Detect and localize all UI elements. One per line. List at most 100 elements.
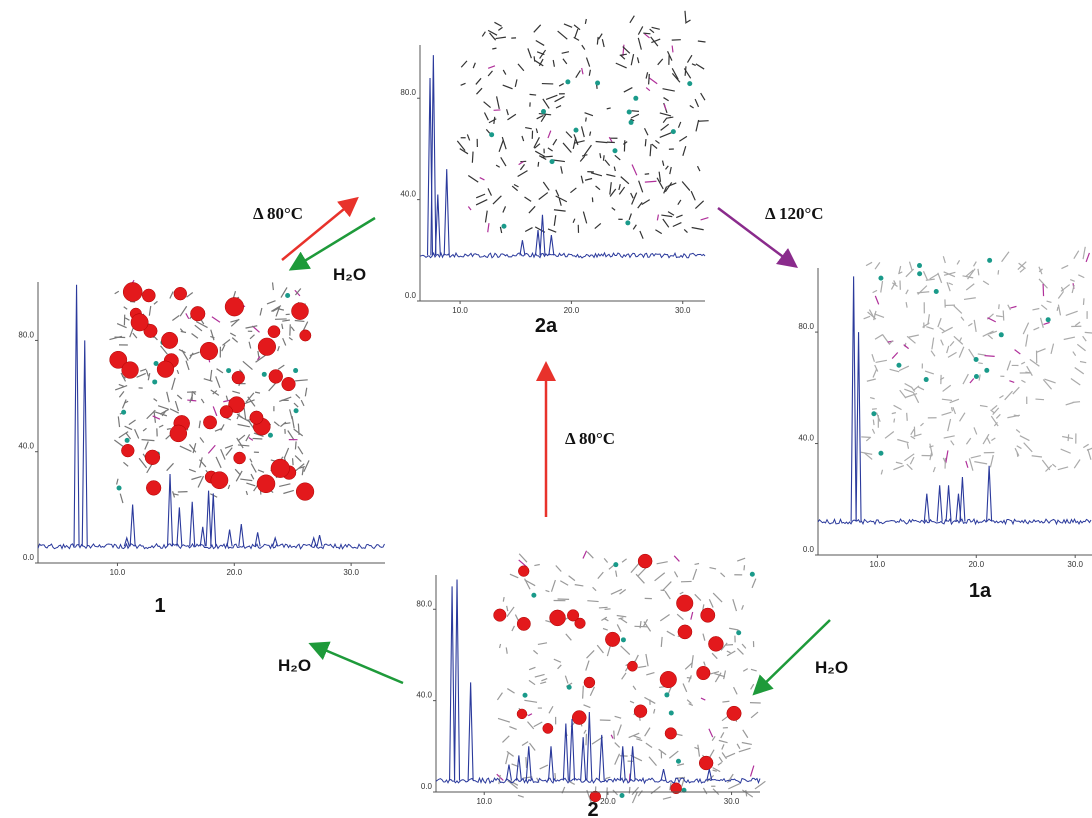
bond — [468, 207, 471, 210]
bond — [177, 370, 178, 374]
oxygen — [200, 342, 218, 360]
bond — [1021, 380, 1025, 382]
bond — [524, 197, 531, 201]
bond — [530, 94, 537, 95]
bond — [221, 449, 225, 459]
oxygen — [494, 609, 507, 622]
bond — [1027, 366, 1033, 375]
bond — [873, 290, 877, 292]
oxygen — [211, 472, 228, 489]
bond — [1088, 449, 1091, 460]
peak — [450, 586, 455, 780]
peak — [200, 527, 205, 546]
atom — [917, 263, 922, 268]
bond — [991, 438, 995, 441]
atom — [896, 363, 901, 368]
bond — [221, 424, 224, 430]
oxygen — [146, 481, 161, 496]
bond — [256, 355, 266, 362]
bond — [689, 675, 692, 682]
bond — [978, 269, 979, 275]
bond — [949, 283, 953, 285]
peak — [620, 746, 625, 780]
bond — [1058, 305, 1060, 316]
bond — [522, 136, 524, 141]
atom — [541, 109, 546, 114]
bond — [974, 462, 987, 464]
oxygen — [145, 450, 160, 465]
crystal-structure — [457, 11, 708, 239]
atom — [974, 357, 979, 362]
bond — [721, 732, 724, 738]
bond — [645, 139, 646, 146]
bond — [873, 369, 876, 377]
bond — [293, 458, 294, 465]
bond — [273, 282, 274, 290]
bond — [586, 661, 589, 671]
bond — [554, 659, 561, 662]
atom — [531, 593, 536, 598]
bond — [291, 327, 294, 331]
bond — [170, 291, 173, 298]
bond — [685, 11, 686, 22]
bond — [910, 457, 914, 464]
peak — [211, 493, 216, 546]
bond — [722, 753, 726, 759]
bond — [492, 48, 496, 49]
bond — [548, 148, 553, 151]
bond — [645, 181, 657, 182]
y-tick-label: 40.0 — [400, 190, 416, 199]
bond — [524, 700, 537, 702]
structures — [109, 11, 1092, 807]
bond — [525, 228, 532, 232]
bond — [875, 335, 883, 340]
bond — [278, 346, 280, 351]
bond — [679, 136, 687, 141]
bond — [566, 634, 572, 640]
bond — [941, 340, 944, 346]
bond — [695, 99, 698, 107]
bond — [230, 333, 235, 336]
bond — [575, 585, 584, 586]
bond — [518, 795, 524, 797]
bond — [1009, 381, 1014, 383]
bond — [615, 754, 620, 765]
bond — [988, 335, 993, 339]
bond — [951, 407, 952, 411]
atom — [612, 148, 617, 153]
bond — [250, 459, 252, 463]
bond — [597, 37, 598, 45]
bond — [255, 392, 260, 393]
bond — [950, 341, 954, 346]
bond — [892, 413, 896, 414]
bond — [526, 757, 527, 768]
bond — [476, 200, 487, 205]
bond — [1057, 307, 1058, 311]
bond — [633, 686, 636, 690]
bond — [1061, 449, 1071, 453]
bond — [959, 347, 964, 358]
bond — [682, 182, 690, 191]
peak — [516, 755, 521, 780]
bond — [1034, 327, 1040, 329]
bond — [581, 176, 583, 184]
bond — [629, 213, 631, 219]
oxygen — [157, 361, 174, 378]
oxygen — [518, 566, 529, 577]
bond — [669, 751, 678, 758]
peak — [317, 535, 322, 546]
bond — [253, 438, 263, 439]
bond — [226, 448, 232, 456]
bond — [246, 326, 258, 328]
bond — [599, 607, 608, 608]
bond — [755, 781, 765, 789]
bond — [540, 765, 548, 769]
bond — [709, 729, 713, 737]
bond — [999, 304, 1000, 309]
bond — [529, 667, 535, 669]
bond — [646, 743, 652, 747]
bond — [876, 360, 887, 362]
bond — [632, 164, 637, 175]
bond — [866, 262, 872, 265]
bond — [713, 593, 722, 602]
